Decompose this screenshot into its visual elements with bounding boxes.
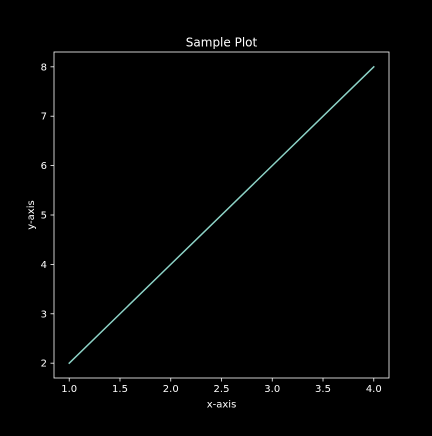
y-tick-label: 8 xyxy=(41,62,47,73)
y-tick-label: 7 xyxy=(41,112,47,123)
y-tick-label: 4 xyxy=(41,260,47,271)
y-tick-label: 5 xyxy=(41,211,47,222)
series-line xyxy=(68,65,375,365)
x-tick-label: 2.0 xyxy=(163,384,179,395)
series-layer xyxy=(68,65,375,365)
chart-title: Sample Plot xyxy=(186,36,258,50)
x-tick-label: 3.5 xyxy=(315,384,331,395)
y-tick-label: 6 xyxy=(41,161,47,172)
x-tick-label: 4.0 xyxy=(366,384,382,395)
x-tick-label: 3.0 xyxy=(264,384,280,395)
y-axis-label: y-axis xyxy=(26,200,37,229)
x-axis-label: x-axis xyxy=(207,400,237,411)
x-tick-label: 1.5 xyxy=(112,384,128,395)
x-axis-ticks: 1.0 1.5 2.0 2.5 3.0 3.5 4.0 xyxy=(61,378,382,395)
x-tick-label: 1.0 xyxy=(61,384,77,395)
x-tick-label: 2.5 xyxy=(214,384,230,395)
y-tick-label: 2 xyxy=(41,359,47,370)
y-axis-ticks: 2 3 4 5 6 7 8 xyxy=(41,62,54,370)
y-tick-label: 3 xyxy=(41,309,47,320)
